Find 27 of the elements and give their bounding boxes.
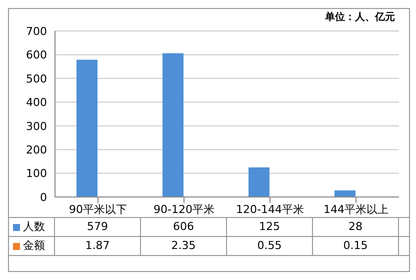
x-tick-label: 144平米以上: [324, 202, 388, 216]
data-label: 0.55: [227, 237, 313, 255]
data-label: 125: [227, 218, 313, 236]
y-tick-label: 500: [26, 72, 47, 86]
bar: [76, 60, 98, 197]
data-label: 606: [141, 218, 227, 236]
y-tick-label: 300: [26, 120, 47, 133]
legend-label: 人数: [23, 219, 45, 235]
data-label: 2.35: [141, 237, 227, 255]
y-tick-label: 600: [26, 48, 47, 62]
data-label: 28: [313, 218, 399, 236]
x-tick-label: 120-144平米: [236, 202, 304, 216]
data-label: 1.87: [55, 237, 141, 255]
y-tick-label: 200: [26, 143, 47, 156]
legend-label: 金额: [23, 238, 45, 254]
y-tick-label: 100: [26, 167, 47, 180]
bar: [334, 190, 356, 197]
data-label: 0.15: [313, 237, 399, 255]
data-label: 579: [55, 218, 141, 236]
y-tick-label: 400: [26, 96, 47, 110]
y-tick-label: 700: [26, 24, 47, 38]
bar: [162, 53, 184, 197]
x-tick-label: 90-120平米: [154, 202, 214, 216]
x-tick-label: 90平米以下: [69, 202, 127, 216]
bar: [248, 167, 270, 197]
text: 单位：人、亿元: [325, 12, 395, 23]
y-tick-label: 0: [40, 190, 47, 204]
